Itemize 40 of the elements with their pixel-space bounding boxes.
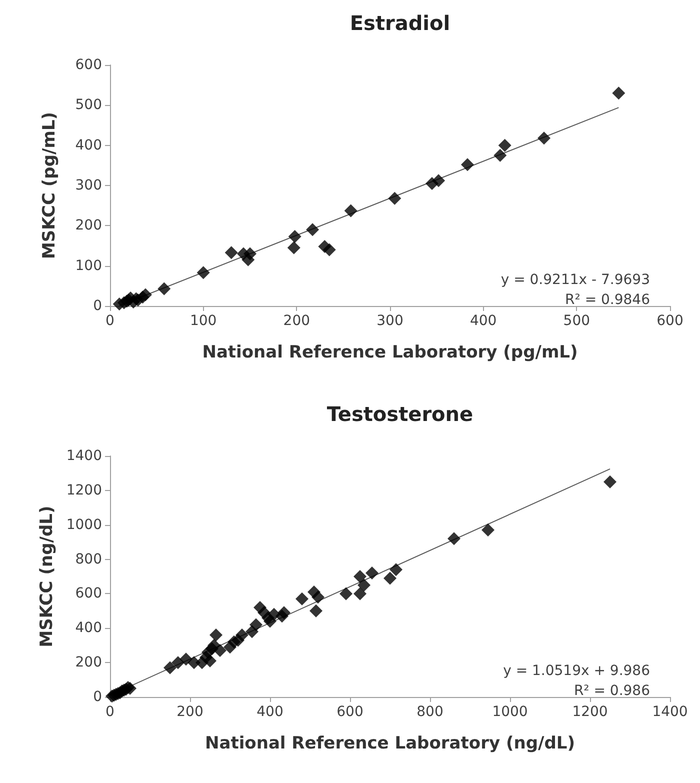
y-axis-title: MSKCC (pg/mL) xyxy=(40,112,60,260)
y-axis-title: MSKCC (ng/dL) xyxy=(36,506,57,648)
chart-title: Estradiol xyxy=(350,11,450,35)
x-tick-label: 1200 xyxy=(572,704,608,720)
x-tick-label: 100 xyxy=(190,313,217,329)
y-tick-label: 1400 xyxy=(66,448,102,464)
x-tick-label: 200 xyxy=(176,704,204,720)
x-tick-label: 600 xyxy=(336,704,364,720)
y-tick-label: 1000 xyxy=(66,516,102,533)
x-tick-label: 600 xyxy=(656,313,684,329)
x-tick-label: 300 xyxy=(376,313,404,329)
y-tick-label: 400 xyxy=(75,137,102,154)
x-tick-label: 200 xyxy=(283,313,310,329)
y-tick-label: 600 xyxy=(75,57,102,73)
annotation: R² = 0.986 xyxy=(574,683,650,699)
x-tick-label: 0 xyxy=(106,704,114,720)
x-axis-title: National Reference Laboratory (ng/dL) xyxy=(205,734,575,754)
y-tick-label: 500 xyxy=(75,97,102,114)
y-tick-label: 1200 xyxy=(66,482,102,498)
y-tick-label: 100 xyxy=(75,258,102,274)
annotation: y = 0.9211x - 7.9693 xyxy=(500,272,650,288)
x-tick-label: 800 xyxy=(416,704,444,720)
x-axis-title: National Reference Laboratory (pg/mL) xyxy=(202,342,578,362)
y-tick-label: 400 xyxy=(75,620,102,636)
x-tick-label: 400 xyxy=(470,313,497,329)
x-tick-label: 400 xyxy=(256,704,284,720)
x-tick-label: 1000 xyxy=(492,704,528,720)
y-tick-label: 200 xyxy=(75,218,102,234)
x-tick-label: 500 xyxy=(563,313,590,329)
annotation: y = 1.0519x + 9.986 xyxy=(503,663,650,679)
x-tick-label: 1400 xyxy=(652,704,688,720)
x-tick-label: 0 xyxy=(106,313,114,329)
annotation: R² = 0.9846 xyxy=(565,292,650,308)
y-tick-label: 0 xyxy=(93,689,102,705)
y-tick-label: 600 xyxy=(75,586,102,602)
y-tick-label: 300 xyxy=(75,178,102,194)
y-tick-label: 0 xyxy=(93,298,102,314)
y-tick-label: 200 xyxy=(75,654,102,671)
y-tick-label: 800 xyxy=(75,551,102,568)
chart-title: Testosterone xyxy=(326,402,474,426)
